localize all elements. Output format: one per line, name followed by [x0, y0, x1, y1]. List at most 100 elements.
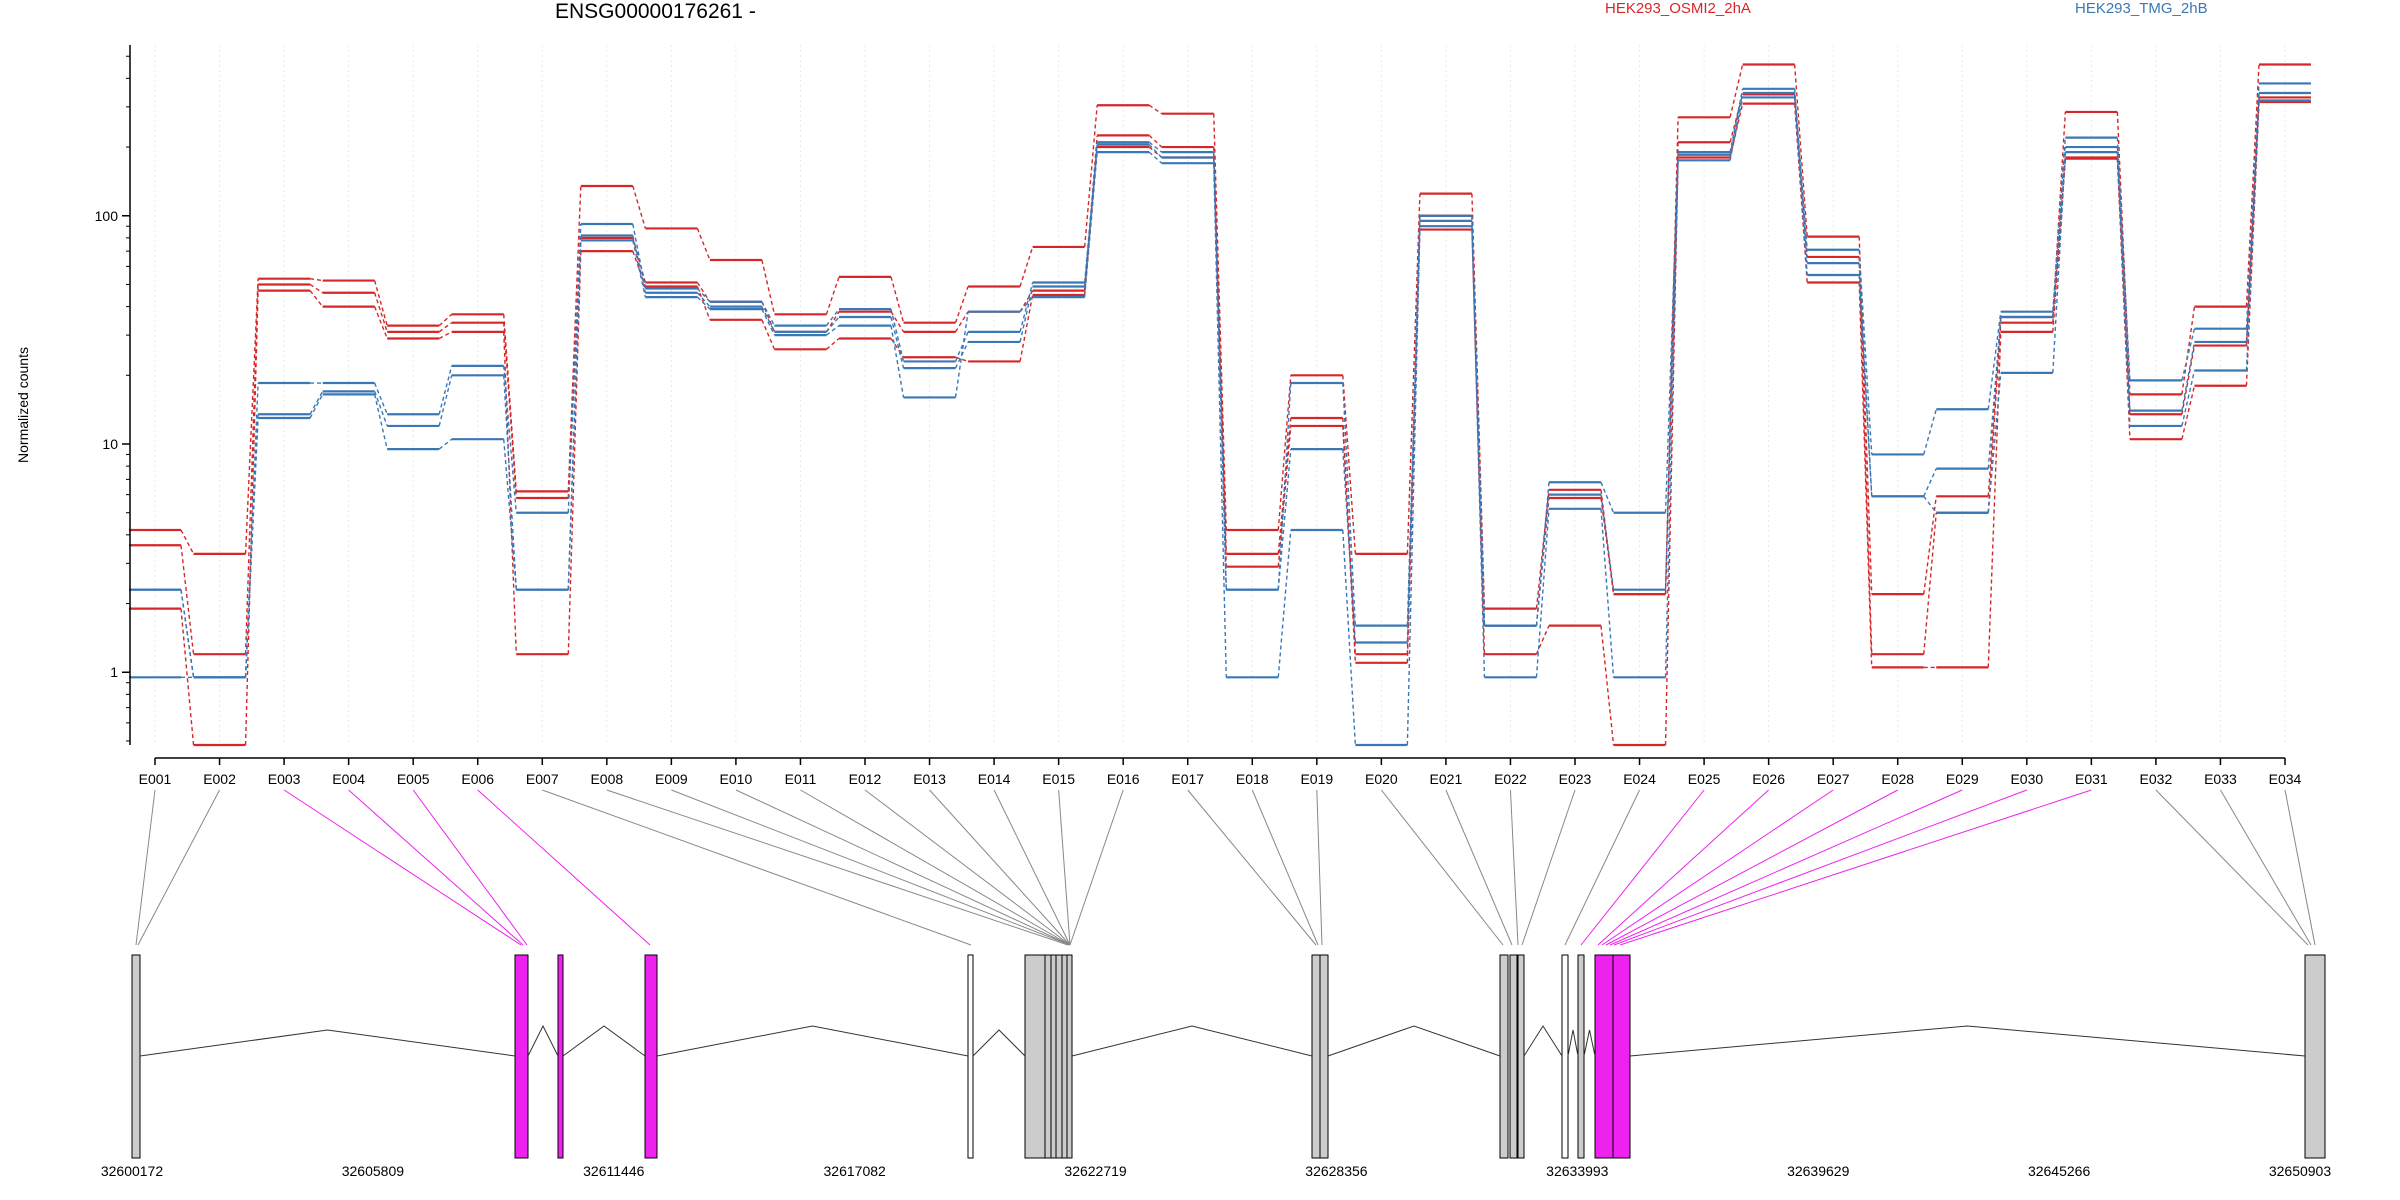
- series-connector: [1729, 92, 1744, 155]
- series-4: [129, 82, 2311, 679]
- coordinate-label: 32605809: [342, 1163, 405, 1179]
- series-connector: [761, 308, 776, 336]
- series-connector: [567, 240, 582, 590]
- exon-connector: [1521, 789, 1576, 946]
- series-connector: [438, 375, 453, 427]
- exon-connector: [135, 789, 156, 946]
- series-connector: [1148, 134, 1163, 148]
- exon-label: E019: [1300, 771, 1333, 787]
- exon-block: [1050, 954, 1057, 1159]
- exon-block: [1044, 954, 1052, 1159]
- series-connector: [373, 292, 388, 333]
- exon-connector: [1613, 789, 2027, 946]
- exon-block: [1061, 954, 1068, 1159]
- exon-connector: [137, 789, 220, 946]
- series-connector: [1600, 481, 1615, 513]
- coordinate-label: 32639629: [1787, 1163, 1850, 1179]
- exon-connector: [1316, 789, 1323, 946]
- exon-connector: [1580, 789, 1705, 946]
- series-connector: [825, 316, 840, 333]
- series-connector: [2181, 385, 2196, 440]
- series-connector: [696, 228, 711, 261]
- y-tick-label: 10: [102, 436, 118, 452]
- exon-block: [1055, 954, 1063, 1159]
- coordinate-label: 32611446: [583, 1163, 644, 1179]
- series-connector: [1664, 142, 1679, 595]
- series-lines: [129, 63, 2311, 747]
- series-connector: [890, 338, 905, 358]
- exon-connector: [2155, 789, 2309, 946]
- series-connector: [180, 529, 195, 555]
- series-connector: [567, 251, 582, 655]
- series-connector: [567, 237, 582, 499]
- series-connector: [2116, 152, 2131, 426]
- intron-line: [1327, 1025, 1501, 1057]
- exon-connector: [1445, 789, 1513, 946]
- coordinate-label: 32633993: [1546, 1163, 1609, 1179]
- series-connector: [1858, 249, 1873, 455]
- series-connector: [1148, 146, 1163, 159]
- series-connector: [1987, 331, 2002, 668]
- series-connector: [503, 322, 517, 499]
- exon-label: E034: [2269, 771, 2302, 787]
- exon-block: [1561, 954, 1569, 1159]
- exon-label: E030: [2010, 771, 2043, 787]
- series-connector: [1277, 449, 1292, 590]
- series-connector: [2052, 111, 2067, 318]
- series-connector: [1535, 489, 1550, 609]
- exon-block: [1311, 954, 1321, 1159]
- exon-block: [2304, 954, 2326, 1159]
- series-connector: [438, 313, 453, 327]
- series-connector: [1277, 529, 1292, 678]
- series-connector: [244, 290, 259, 746]
- exon-block: [644, 954, 658, 1159]
- intron-line: [1523, 1025, 1563, 1057]
- series-6: [129, 96, 2311, 747]
- series-connector: [438, 322, 453, 333]
- exon-connector: [606, 789, 1069, 946]
- exon-block: [131, 954, 141, 1159]
- series-connector: [2116, 137, 2131, 381]
- series-connector: [1923, 496, 1937, 595]
- series-connector: [954, 311, 969, 398]
- exon-connectors: [135, 789, 2316, 946]
- series-connector: [503, 365, 517, 513]
- series-connector: [1987, 372, 2002, 513]
- exon-block: [1509, 954, 1518, 1159]
- axes: 1 10 100 E001 E002 E003 E004 E005 E006 E007 E008 E0…: [95, 45, 2302, 787]
- exon-label: E009: [655, 771, 688, 787]
- exon-label: E021: [1430, 771, 1463, 787]
- series-connector: [1987, 316, 2002, 469]
- series-connector: [1987, 322, 2002, 513]
- exon-connector: [477, 789, 651, 946]
- series-connector: [1923, 468, 1937, 497]
- series-connector: [1793, 103, 1808, 283]
- series-connector: [890, 316, 905, 369]
- coordinate-label: 32622719: [1064, 1163, 1127, 1179]
- exon-connector: [2284, 789, 2316, 946]
- series-connector: [696, 296, 711, 310]
- series-connector: [1148, 144, 1163, 158]
- series-connector: [567, 224, 582, 513]
- intron-line: [139, 1029, 516, 1057]
- exon-connector: [1380, 789, 1504, 946]
- series-connector: [1083, 142, 1098, 283]
- series-connector: [1793, 88, 1808, 250]
- series-connector: [1858, 236, 1873, 595]
- series-connector: [309, 278, 323, 282]
- exon-label: E004: [332, 771, 365, 787]
- exon-label: E008: [590, 771, 623, 787]
- exon-connector: [735, 789, 1071, 946]
- series-connector: [954, 286, 969, 323]
- series-connector: [632, 223, 647, 289]
- series-connector: [1600, 625, 1615, 746]
- series-connector: [2181, 328, 2196, 381]
- exon-label: E010: [720, 771, 753, 787]
- series-connector: [1083, 152, 1098, 298]
- intron-line: [1583, 1029, 1596, 1057]
- exon-connector: [1605, 789, 1898, 946]
- exon-label: E001: [139, 771, 172, 787]
- exon-connector: [800, 789, 1071, 946]
- exon-label: E028: [1881, 771, 1914, 787]
